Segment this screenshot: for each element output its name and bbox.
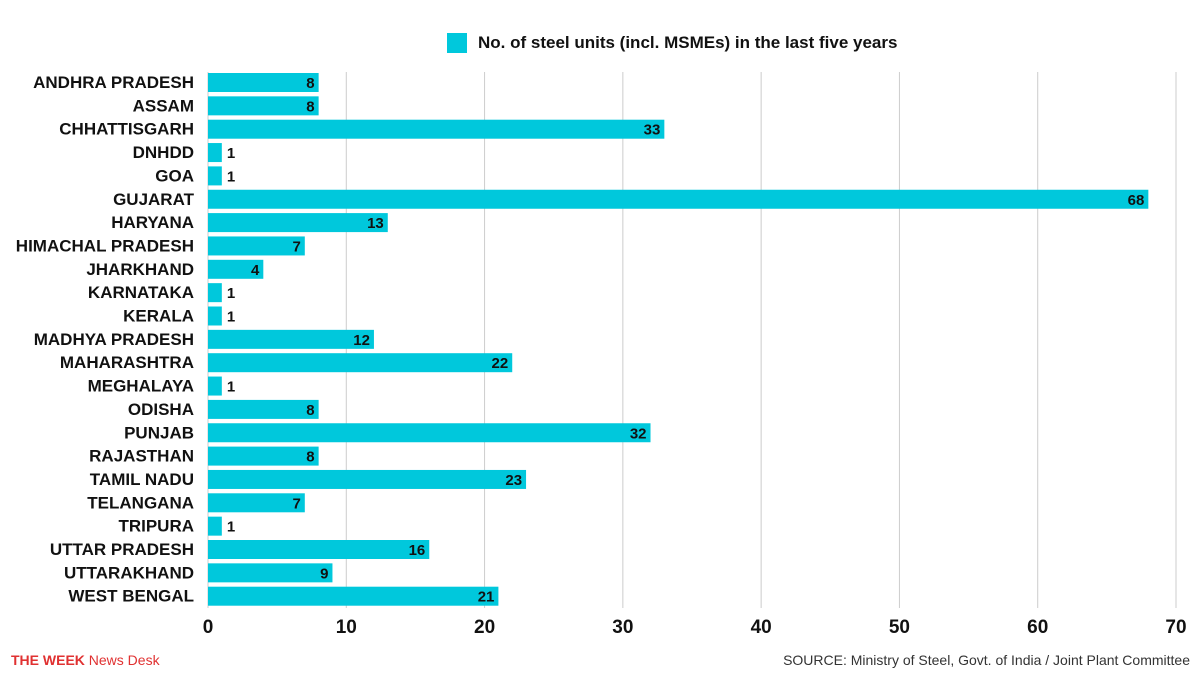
category-label: GOA: [155, 166, 194, 185]
value-label: 8: [306, 98, 314, 115]
category-label: WEST BENGAL: [68, 587, 194, 606]
bar: [208, 119, 665, 139]
x-tick-label: 50: [889, 617, 910, 638]
value-label: 22: [492, 355, 509, 372]
bar: [208, 376, 222, 396]
bar: [208, 540, 430, 559]
bar: [208, 563, 333, 583]
value-label: 68: [1128, 192, 1145, 209]
bar: [208, 423, 651, 443]
x-tick-label: 70: [1165, 617, 1186, 638]
gridlines: [207, 72, 1177, 608]
bar: [208, 306, 222, 326]
x-tick-label: 10: [336, 617, 357, 638]
x-tick-label: 0: [203, 617, 214, 638]
bar: [208, 143, 222, 163]
category-label: MADHYA PRADESH: [34, 330, 194, 349]
bar: [208, 399, 319, 419]
category-label: UTTARAKHAND: [64, 563, 194, 582]
category-label: GUJARAT: [113, 190, 195, 209]
legend-swatch: [447, 33, 467, 53]
desk-name: News Desk: [84, 652, 160, 668]
value-label: 23: [505, 472, 522, 489]
bar: [208, 73, 319, 92]
value-label: 8: [306, 449, 314, 466]
value-label: 1: [227, 519, 235, 536]
x-tick-label: 30: [612, 617, 633, 638]
bar: [208, 516, 222, 536]
category-label: TAMIL NADU: [90, 470, 194, 489]
category-label: KERALA: [123, 307, 194, 326]
category-label: UTTAR PRADESH: [50, 540, 194, 559]
category-label: TRIPURA: [118, 517, 194, 536]
category-label: ANDHRA PRADESH: [33, 73, 194, 92]
category-label: ASSAM: [133, 96, 194, 115]
category-label: RAJASTHAN: [89, 447, 194, 466]
value-label: 16: [409, 542, 426, 559]
bars: [208, 73, 1149, 606]
legend-label: No. of steel units (incl. MSMEs) in the …: [478, 33, 897, 52]
value-label: 1: [227, 379, 235, 396]
value-label: 8: [306, 402, 314, 419]
bar: [208, 586, 499, 606]
legend: No. of steel units (incl. MSMEs) in the …: [447, 33, 897, 53]
value-label: 21: [478, 589, 495, 606]
bar: [208, 259, 264, 279]
value-label: 1: [227, 285, 235, 302]
brand-name: THE WEEK: [11, 652, 85, 668]
bar: [208, 189, 1149, 209]
bar: [208, 283, 222, 303]
category-label: ODISHA: [128, 400, 194, 419]
bar: [208, 353, 513, 373]
bar: [208, 213, 388, 233]
value-label: 7: [292, 238, 300, 255]
source-note: SOURCE: Ministry of Steel, Govt. of Indi…: [783, 652, 1190, 668]
bar: [208, 236, 305, 256]
category-label: DNHDD: [133, 143, 194, 162]
value-label: 4: [251, 262, 260, 279]
value-label: 32: [630, 425, 647, 442]
bar: [208, 329, 374, 349]
category-label: HIMACHAL PRADESH: [16, 236, 194, 255]
x-tick-label: 40: [751, 617, 772, 638]
x-axis-ticks: 0 10 20 30 40 50 60 70: [203, 617, 1187, 638]
bar: [208, 96, 319, 116]
category-label: MAHARASHTRA: [60, 353, 194, 372]
value-label: 13: [367, 215, 384, 232]
category-label: JHARKHAND: [86, 260, 194, 279]
bar: [208, 446, 319, 466]
category-labels: ANDHRA PRADESH ASSAM CHHATTISGARH DNHDD GOA G…: [16, 73, 195, 606]
category-label: MEGHALAYA: [88, 377, 194, 396]
bar: [208, 166, 222, 186]
value-label: 7: [292, 495, 300, 512]
bar: [208, 493, 305, 513]
footer-credit: THE WEEK News Desk: [11, 652, 160, 668]
value-label: 1: [227, 309, 235, 326]
category-label: PUNJAB: [124, 423, 194, 442]
value-label: 33: [644, 122, 661, 139]
value-label: 9: [320, 565, 328, 582]
category-label: TELANGANA: [87, 493, 194, 512]
value-label: 1: [227, 168, 235, 185]
category-label: CHHATTISGARH: [59, 120, 194, 139]
bar: [208, 469, 527, 489]
category-label: HARYANA: [111, 213, 194, 232]
value-label: 12: [353, 332, 370, 349]
value-label: 8: [306, 75, 314, 92]
value-label: 1: [227, 145, 235, 162]
x-tick-label: 60: [1027, 617, 1048, 638]
category-label: KARNATAKA: [88, 283, 194, 302]
x-tick-label: 20: [474, 617, 495, 638]
